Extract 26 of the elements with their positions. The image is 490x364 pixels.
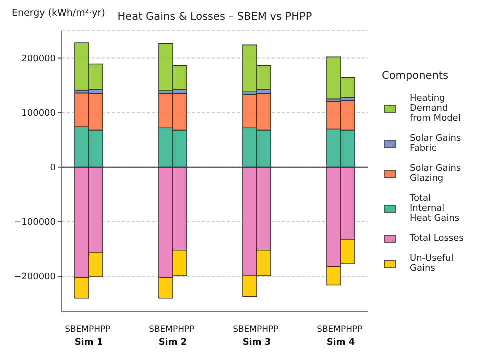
x-tick-label: SBEM xyxy=(317,325,341,335)
legend-label: Un-Useful Gains xyxy=(410,254,455,274)
x-tick-label: PHPP xyxy=(257,325,279,335)
x-tick-label: SBEM xyxy=(149,325,173,335)
x-tick-label: SBEM xyxy=(233,325,257,335)
y-tick-label: 0 xyxy=(50,164,56,174)
legend-label: Solar Gains Glazing xyxy=(410,164,462,184)
x-tick-label: PHPP xyxy=(89,325,111,335)
x-tick-label: PHPP xyxy=(173,325,195,335)
text: Sim 2 xyxy=(158,338,188,348)
y-tick-label: 100000 xyxy=(22,109,56,120)
text: Sim 4 xyxy=(326,338,356,348)
legend-title: Components xyxy=(382,70,450,82)
text: Sim 1 xyxy=(74,338,104,348)
legend-label: Solar Gains Fabric xyxy=(410,134,462,154)
legend-label: Heating Demand from Model xyxy=(410,94,462,124)
y-tick-label: −200000 xyxy=(14,272,56,283)
x-tick-label: SBEM xyxy=(65,325,89,335)
x-tick-label: PHPP xyxy=(341,325,363,335)
legend-label: Total Internal Heat Gains xyxy=(410,194,461,224)
y-axis-title: Energy (kWh/m²·yr) xyxy=(12,8,106,19)
text: Sim 3 xyxy=(242,338,272,348)
legend-label: Total Losses xyxy=(410,234,465,244)
y-tick-label: −100000 xyxy=(14,218,56,228)
y-tick-label: 200000 xyxy=(22,54,56,64)
chart-title: Heat Gains & Losses – SBEM vs PHPP xyxy=(118,11,312,23)
